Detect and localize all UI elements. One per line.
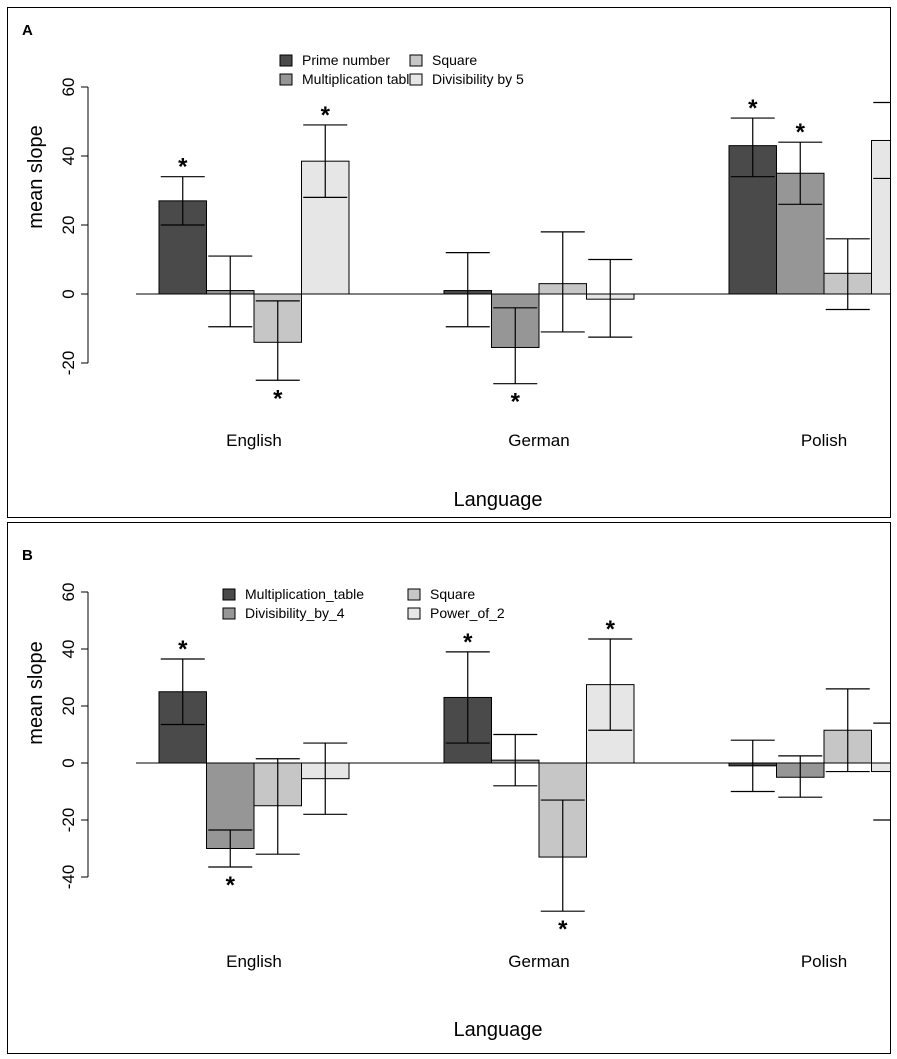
legend-label: Square [430,586,475,602]
y-tick-label: 40 [59,640,78,659]
category-label: English [226,952,282,971]
significance-star: * [558,916,568,943]
category-label: Polish [801,952,847,971]
significance-star: * [178,636,188,663]
legend-label: Prime number [302,52,390,68]
y-tick-label: -20 [59,808,78,833]
y-tick-label: 20 [59,216,78,235]
category-label: German [508,952,569,971]
y-tick-label: 0 [59,289,78,298]
category-label: English [226,431,282,450]
legend-label: Square [432,52,477,68]
chart-a-svg: -200204060***English*German***Polishmean… [25,52,890,511]
y-tick-label: 20 [59,697,78,716]
y-axis-label: mean slope [25,641,47,744]
legend-label: Divisibility by 5 [432,71,524,87]
legend-label: Power_of_2 [430,605,505,621]
y-tick-label: -20 [59,351,78,376]
legend-swatch [222,607,236,620]
y-tick-label: 0 [59,758,78,767]
x-axis-label: Language [454,1019,543,1041]
legend-swatch [409,54,423,67]
legend-swatch [222,588,236,601]
category-label: German [508,431,569,450]
significance-star: * [273,385,283,412]
legend-swatch [409,73,423,86]
chart-b-svg: -40 -20 0 20 40 60 * * English * * * German Polish mea… [25,583,890,1041]
legend-label: Multiplication_table [245,586,364,602]
legend-label: Divisibility_by_4 [245,605,345,621]
bar [871,139,890,295]
significance-star: * [748,95,758,122]
x-axis-label: Language [454,489,543,511]
legend-swatch [407,607,421,620]
y-tick-label: 40 [59,147,78,166]
chart-panel-a: A -200204060***English*German***Polishme… [7,7,891,518]
significance-star: * [511,389,521,416]
significance-star: * [321,102,331,129]
category-label: Polish [801,431,847,450]
legend-swatch [279,54,293,67]
y-axis-label: mean slope [25,125,47,228]
significance-star: * [796,119,806,146]
y-tick-label: 60 [59,78,78,97]
legend-label: Multiplication table [302,71,417,87]
significance-star: * [606,616,616,643]
y-tick-label: 60 [59,583,78,602]
legend-swatch [279,73,293,86]
chart-panel-b: B -40 -20 0 20 40 60 * * English * * * German Polish m… [7,522,891,1054]
legend-swatch [407,588,421,601]
panel-label-a: A [22,22,33,39]
significance-star: * [178,154,188,181]
significance-star: * [226,872,236,899]
bar [871,762,890,773]
panel-label-b: B [22,547,33,564]
y-tick-label: -40 [59,865,78,890]
significance-star: * [463,629,473,656]
